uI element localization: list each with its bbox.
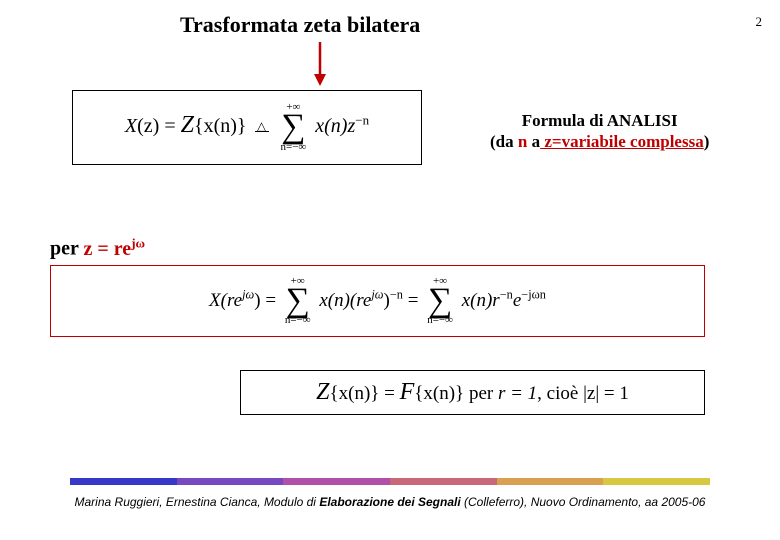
sum-icon: +∞ ∑ n=−∞ <box>427 276 453 327</box>
triangle-equal-icon: △ <box>255 123 269 132</box>
page-title: Trasformata zeta bilatera <box>180 12 420 38</box>
bar-segment <box>497 478 604 485</box>
footer-text: Marina Ruggieri, Ernestina Cianca, Modul… <box>0 495 780 509</box>
formula-condition-box: Z{x(n)} = F{x(n)} per r = 1, cioè |z| = … <box>240 370 705 415</box>
formula-expansion-box: X(rejω) = +∞ ∑ n=−∞ x(n)(rejω)−n = +∞ ∑ … <box>50 265 705 337</box>
page-number: 2 <box>756 14 763 30</box>
formula-1-content: X(z) = Z{x(n)} △ +∞ ∑ n=−∞ x(n)z−n <box>125 102 369 153</box>
substitution-label: per z = rejω <box>50 235 145 261</box>
formula-definition-box: X(z) = Z{x(n)} △ +∞ ∑ n=−∞ x(n)z−n <box>72 90 422 165</box>
bar-segment <box>283 478 390 485</box>
analysis-annotation: Formula di ANALISI (da n a z=variabile c… <box>490 110 709 153</box>
bar-segment <box>177 478 284 485</box>
bar-segment <box>70 478 177 485</box>
footer-color-bar <box>70 478 710 485</box>
bar-segment <box>603 478 710 485</box>
down-arrow-icon <box>310 40 330 88</box>
formula-2-content: X(rejω) = +∞ ∑ n=−∞ x(n)(rejω)−n = +∞ ∑ … <box>209 276 546 327</box>
sum-icon: +∞ ∑ n=−∞ <box>281 102 307 153</box>
bar-segment <box>390 478 497 485</box>
formula-3-content: Z{x(n)} = F{x(n)} per r = 1, cioè |z| = … <box>316 379 629 406</box>
sum-icon: +∞ ∑ n=−∞ <box>285 276 311 327</box>
